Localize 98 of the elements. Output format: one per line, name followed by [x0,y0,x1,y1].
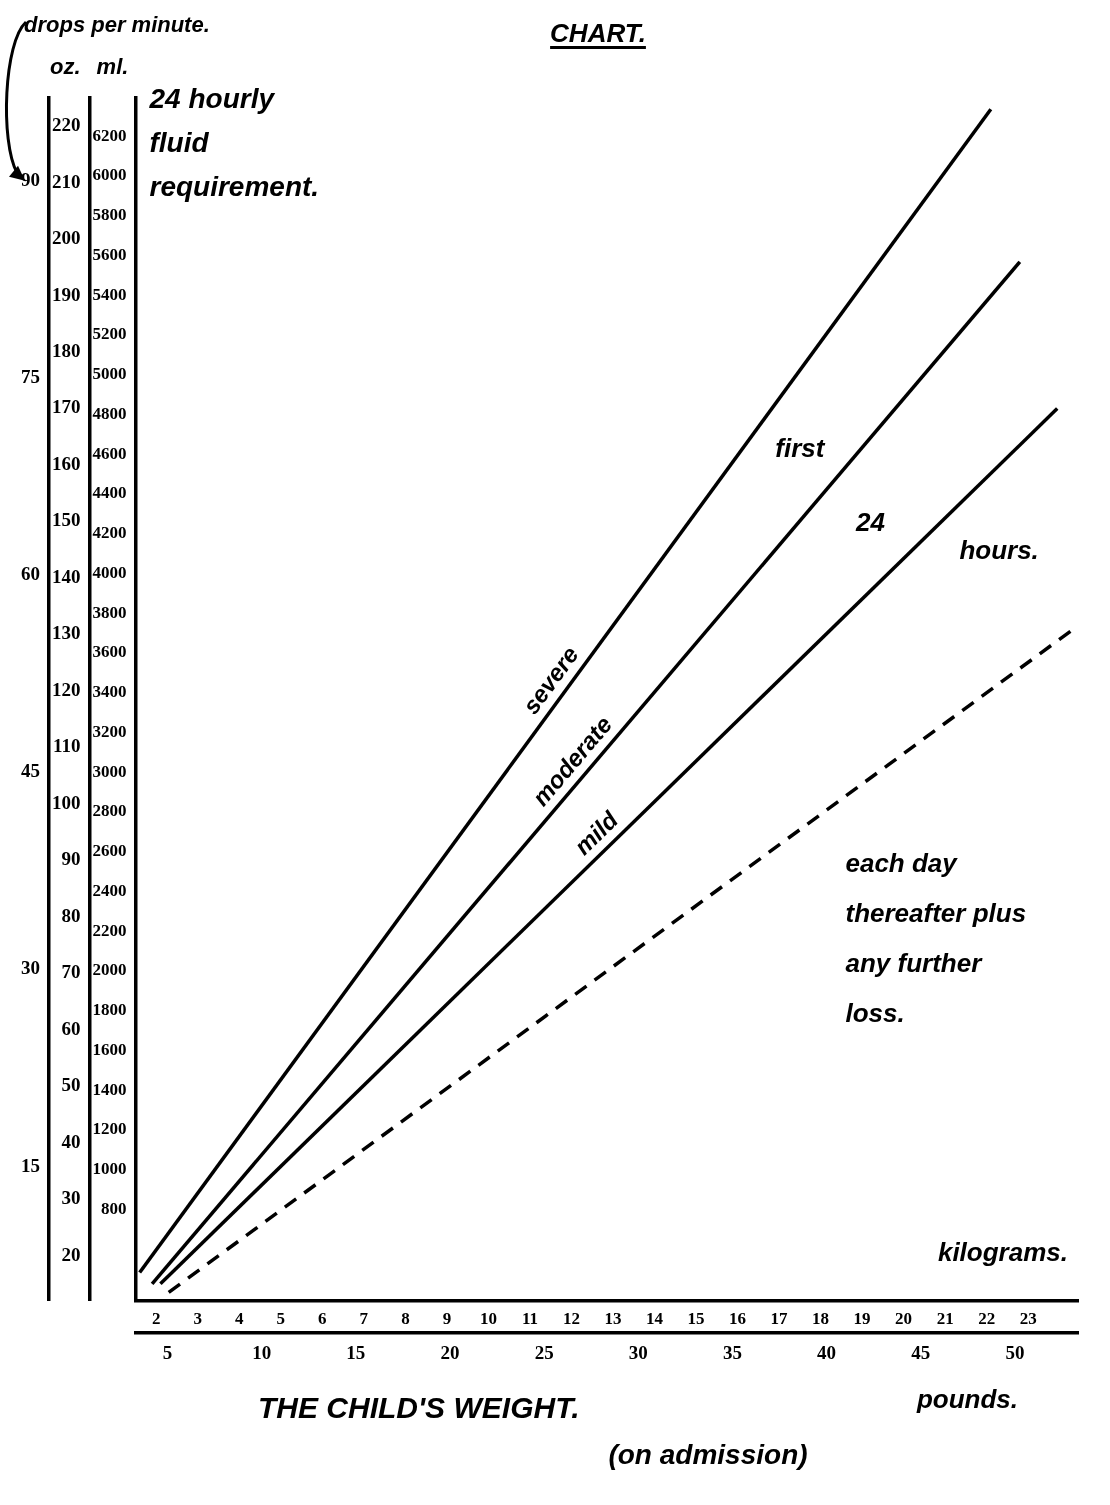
y-tick-label: 80 [61,904,81,926]
y2-tick-label: 6000 [92,165,127,185]
x-tick-label: 4 [235,1309,245,1329]
x-tick-label: 9 [442,1309,452,1329]
y2-tick-label: 1000 [92,1159,127,1179]
y2-tick-label: 4200 [92,523,127,543]
annotation: each day thereafter plus any further loss. [845,847,1027,1028]
y-tick-label: 120 [52,678,81,700]
x-axis-title: kilograms. [937,1236,1068,1267]
x-tick-label: 19 [853,1309,871,1329]
y-tick-label: 130 [52,622,81,644]
y-tick-label: 170 [52,396,81,418]
y2-axis-title: ml. [96,54,129,79]
y-tick-label: 210 [52,170,81,192]
y2-tick-label: 3600 [92,642,127,662]
y2-tick-label: 5000 [92,364,127,384]
x-tick-label: 2 [152,1309,161,1329]
x-tick-label: 11 [521,1309,538,1329]
x-tick-label: 16 [729,1309,747,1329]
y2-tick-label: 4800 [92,403,127,423]
y-tick-label: 200 [52,227,81,249]
x-tick-label: 8 [401,1309,410,1329]
x-tick-label: 3 [193,1309,203,1329]
y2-tick-label: 1400 [92,1079,127,1099]
x2-tick-label: 25 [534,1341,554,1363]
annotation: 24 hourly fluid requirement. [148,83,320,202]
x-tick-label: 21 [936,1309,954,1329]
y-axis-title: oz. [49,54,81,79]
x2-tick-label: 15 [346,1341,366,1363]
x2-axis-title: pounds. [915,1384,1018,1414]
x-tick-label: 10 [479,1309,497,1329]
y2-tick-label: 1600 [92,1039,127,1059]
x-tick-label: 23 [1019,1309,1037,1329]
x2-tick-label: 10 [252,1341,272,1363]
y-tick-label: 20 [61,1243,81,1265]
x-tick-label: 17 [770,1309,789,1329]
text: first 24 hours. [775,433,1039,565]
y2-tick-label: 5400 [92,284,127,304]
y-tick-label: 60 [61,1017,81,1039]
x-tick-label: 7 [359,1309,369,1329]
y-tick-label: 30 [61,1187,81,1209]
y-tick-label: 110 [53,735,81,757]
y3-axis-title: drops per minute. [24,12,210,37]
y2-tick-label: 4000 [92,562,127,582]
x2-tick-label: 5 [162,1341,173,1363]
y2-tick-label: 1800 [92,1000,127,1020]
y-tick-label: 100 [52,791,81,813]
y2-tick-label: 6200 [92,125,127,145]
y2-tick-label: 2200 [92,920,127,940]
y2-tick-label: 3400 [92,682,127,702]
y3-tick-label: 30 [21,957,40,979]
y-tick-label: 150 [52,509,81,531]
x2-tick-label: 40 [817,1341,837,1363]
x-tick-label: 22 [978,1309,996,1329]
y-tick-label: 50 [61,1074,81,1096]
text: THE CHILD'S WEIGHT. [258,1391,580,1424]
y-tick-label: 160 [52,452,81,474]
y-tick-label: 90 [61,848,81,870]
y2-tick-label: 5200 [92,324,127,344]
x2-tick-label: 50 [1005,1341,1025,1363]
y3-tick-label: 75 [21,365,40,387]
y2-tick-label: 5800 [92,205,127,225]
y2-tick-label: 3800 [92,602,127,622]
y-tick-label: 140 [52,565,81,587]
y2-tick-label: 2400 [92,880,127,900]
y-tick-label: 70 [61,961,81,983]
y2-tick-label: 2000 [92,960,127,980]
text: (on admission) [608,1439,808,1470]
x-tick-label: 15 [687,1309,705,1329]
y3-tick-label: 90 [21,168,40,190]
x2-tick-label: 30 [628,1341,648,1363]
y3-tick-label: 60 [21,563,40,585]
y2-tick-label: 2800 [92,801,127,821]
y2-tick-label: 4600 [92,443,127,463]
x-tick-label: 18 [812,1309,830,1329]
y2-tick-label: 5600 [92,244,127,264]
x2-tick-label: 45 [911,1341,931,1363]
y2-tick-label: 3000 [92,761,127,781]
chart-title: CHART. [550,18,646,48]
x-tick-label: 20 [895,1309,913,1329]
x-tick-label: 14 [646,1309,664,1329]
x2-tick-label: 35 [722,1341,742,1363]
y2-tick-label: 800 [101,1198,127,1218]
y-tick-label: 40 [61,1130,81,1152]
x-tick-label: 5 [276,1309,286,1329]
y2-tick-label: 1200 [92,1119,127,1139]
y2-tick-label: 2600 [92,841,127,861]
y-tick-label: 220 [52,114,81,136]
y2-tick-label: 4400 [92,483,127,503]
y3-tick-label: 45 [21,760,40,782]
y-tick-label: 180 [52,340,81,362]
y-tick-label: 190 [52,283,81,305]
x-tick-label: 13 [604,1309,622,1329]
y2-tick-label: 3200 [92,721,127,741]
x-tick-label: 6 [318,1309,327,1329]
y3-tick-label: 15 [21,1154,40,1176]
x2-tick-label: 20 [440,1341,460,1363]
x-tick-label: 12 [562,1309,580,1329]
